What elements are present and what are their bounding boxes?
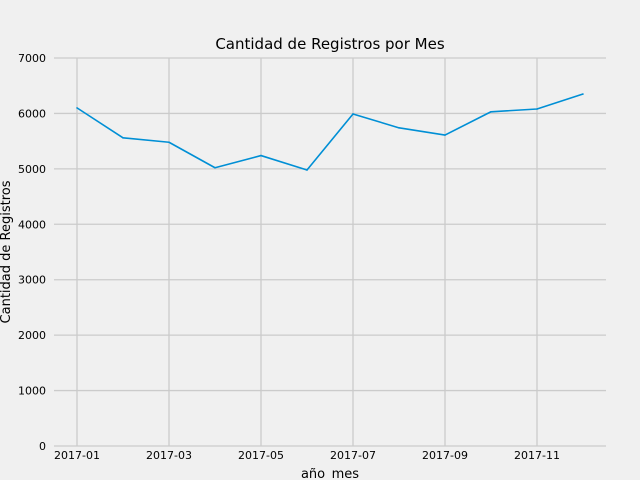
data-point — [398, 127, 400, 129]
y-tick-label: 6000 — [18, 107, 46, 120]
x-tick-label: 2017-11 — [514, 449, 560, 462]
y-tick-label: 2000 — [18, 329, 46, 342]
chart-title: Cantidad de Registros por Mes — [215, 35, 445, 53]
data-point — [122, 137, 124, 139]
data-point — [582, 93, 584, 95]
data-point — [306, 169, 308, 171]
x-tick-label: 2017-03 — [146, 449, 192, 462]
series-group — [76, 93, 584, 171]
data-point — [352, 113, 354, 115]
data-point — [214, 166, 216, 169]
x-axis-label: año_mes — [301, 467, 359, 480]
data-point — [76, 107, 78, 109]
y-axis-label: Cantidad de Registros — [0, 180, 14, 323]
x-axis-ticks: 2017-01 2017-03 2017-05 2017-07 2017-09 2017-… — [54, 449, 560, 462]
y-axis-ticks: 0 1000 2000 3000 4000 5000 6000 7000 — [18, 52, 46, 453]
x-tick-label: 2017-07 — [330, 449, 376, 462]
y-tick-label: 4000 — [18, 218, 46, 231]
x-tick-label: 2017-01 — [54, 449, 100, 462]
data-point — [490, 110, 492, 113]
y-tick-label: 3000 — [18, 274, 46, 287]
data-point — [444, 134, 446, 136]
y-gridlines — [54, 57, 606, 447]
series-line — [76, 93, 584, 171]
y-tick-label: 0 — [39, 440, 46, 453]
y-tick-label: 5000 — [18, 163, 46, 176]
x-tick-label: 2017-05 — [238, 449, 284, 462]
y-tick-label: 7000 — [18, 52, 46, 65]
data-point — [260, 154, 262, 157]
y-tick-label: 1000 — [18, 385, 46, 398]
data-point — [536, 108, 538, 110]
x-gridlines — [76, 58, 538, 446]
data-point — [168, 141, 170, 144]
x-tick-label: 2017-09 — [422, 449, 468, 462]
